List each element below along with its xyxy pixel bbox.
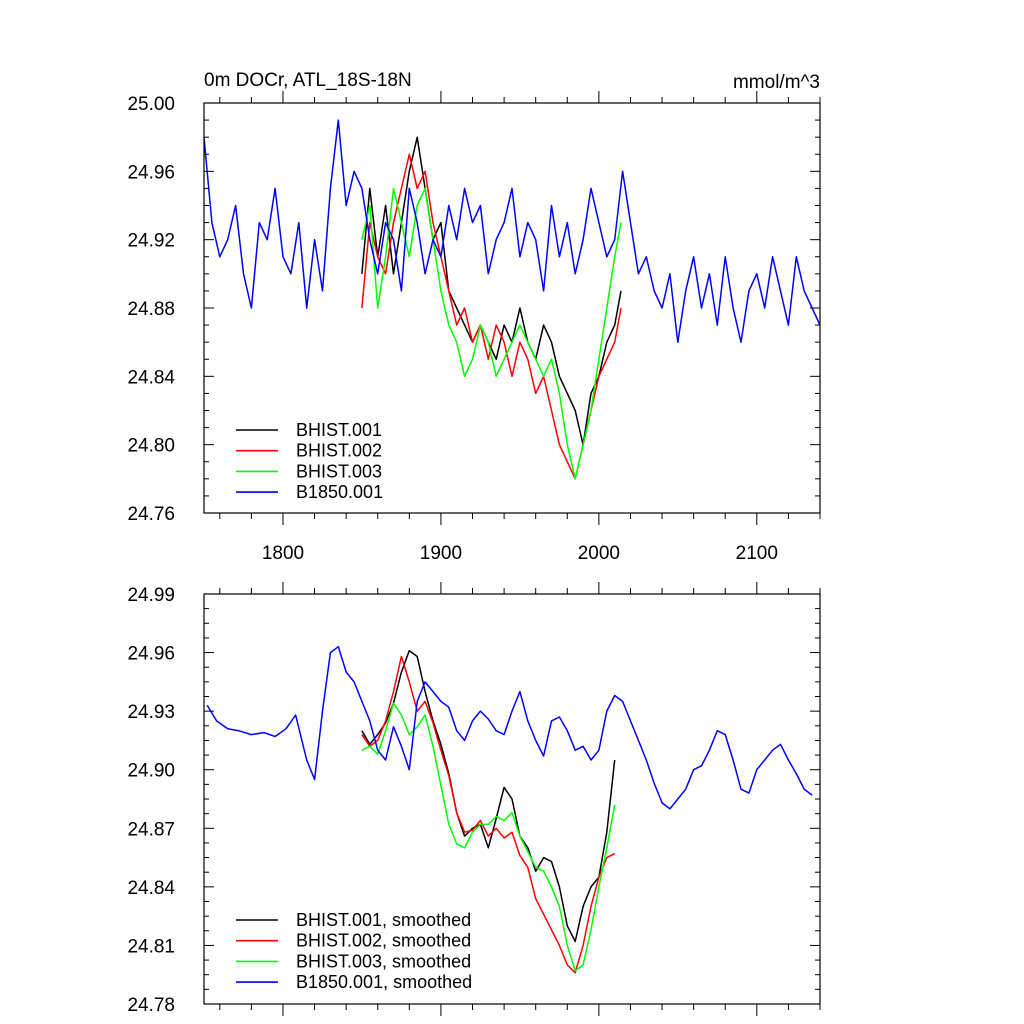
units-label: mmol/m^3: [733, 72, 820, 93]
series-layer: [206, 645, 813, 974]
axis-layer: 24.76 24.80 24.84 24.88 24.92 24.96 25.00 1800 1…: [127, 91, 821, 564]
legend-label: BHIST.003, smoothed: [296, 951, 471, 971]
y-tick-label: 24.92: [127, 231, 175, 252]
bottom-panel: 24.78 24.81 24.84 24.87 24.90 24.93 24.96 24.99…: [127, 582, 821, 1016]
series-line-b1850-001-smoothed: [206, 645, 813, 810]
series-line-bhist-002-smoothed: [361, 655, 616, 974]
legend-label: BHIST.001: [296, 420, 382, 440]
top-panel: 0m DOCr, ATL_18S-18N mmol/m^3 24.76 24.80…: [127, 70, 821, 564]
x-tick-label: 1800: [262, 543, 304, 564]
y-tick-label: 24.88: [127, 299, 175, 320]
y-tick-label: 24.90: [127, 761, 175, 782]
legend-label: BHIST.002: [296, 441, 382, 461]
y-tick-label: 24.76: [127, 504, 175, 525]
legend-label: B1850.001: [296, 482, 383, 502]
legend-label: BHIST.001, smoothed: [296, 910, 471, 930]
y-tick-label: 24.80: [127, 436, 175, 457]
y-tick-label: 24.87: [127, 819, 175, 840]
chart-title: 0m DOCr, ATL_18S-18N: [204, 70, 412, 91]
axis-layer: 24.78 24.81 24.84 24.87 24.90 24.93 24.96 24.99: [127, 582, 821, 1016]
series-line-bhist-002: [361, 153, 622, 480]
legend-label: BHIST.003: [296, 461, 382, 481]
series-line-bhist-001: [361, 136, 622, 446]
y-tick-label: 24.81: [127, 936, 175, 957]
x-tick-label: 2100: [736, 543, 778, 564]
series-line-bhist-001-smoothed: [361, 649, 616, 943]
legend-label: BHIST.002, smoothed: [296, 931, 471, 951]
y-tick-label: 24.99: [127, 585, 175, 606]
series-line-bhist-003-smoothed: [361, 702, 616, 972]
y-tick-label: 24.84: [127, 367, 175, 388]
legend-label: B1850.001, smoothed: [296, 972, 472, 992]
y-tick-label: 25.00: [127, 94, 175, 115]
y-tick-label: 24.96: [127, 644, 175, 665]
x-tick-label: 2000: [578, 543, 620, 564]
series-layer: [204, 119, 820, 480]
x-tick-label: 1900: [420, 543, 462, 564]
y-tick-label: 24.96: [127, 162, 175, 183]
series-line-b1850-001: [204, 119, 820, 343]
y-tick-label: 24.84: [127, 878, 175, 899]
series-line-bhist-003: [361, 187, 622, 480]
y-tick-label: 24.93: [127, 702, 175, 723]
y-tick-label: 24.78: [127, 995, 175, 1016]
